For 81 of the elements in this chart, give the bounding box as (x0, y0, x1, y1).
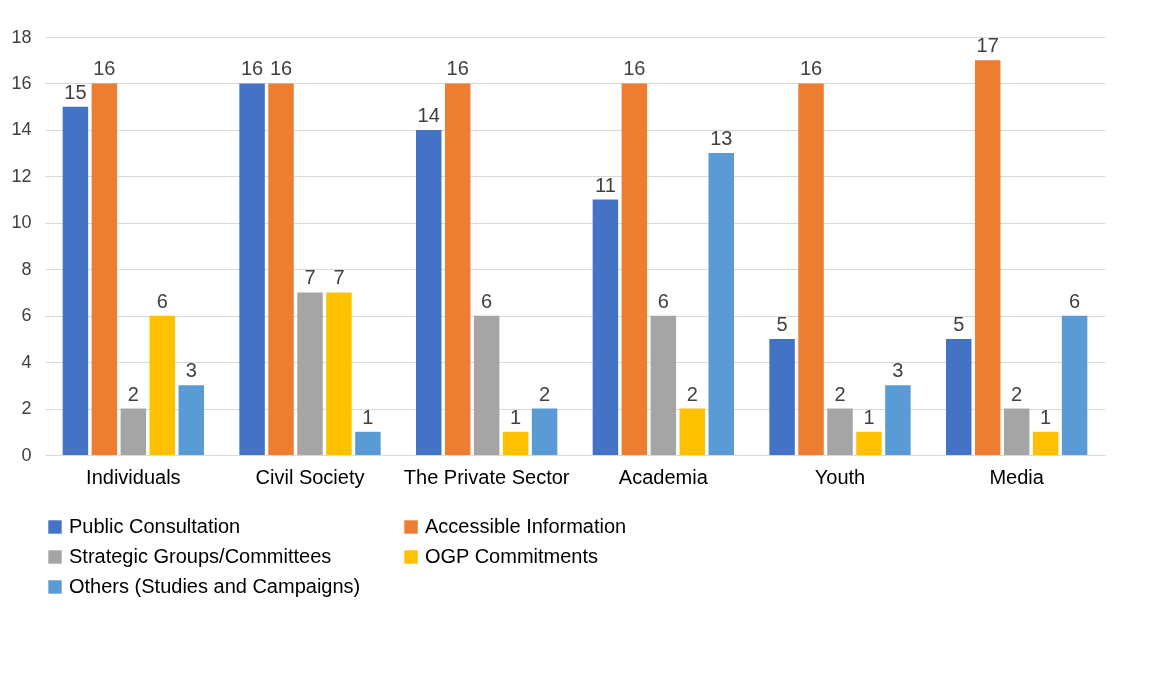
data-label: 6 (657, 289, 669, 312)
bar (679, 408, 706, 455)
bar (827, 408, 853, 455)
bar (444, 83, 471, 455)
bar (239, 83, 265, 455)
y-tick-label: 2 (21, 398, 32, 419)
y-tick-label: 6 (21, 305, 32, 326)
data-label: 15 (64, 80, 87, 103)
bar (120, 408, 147, 455)
data-label: 16 (623, 57, 646, 80)
data-label: 13 (710, 127, 733, 150)
bar (946, 338, 972, 455)
bar (592, 199, 619, 455)
x-tick-label: Individuals (86, 465, 181, 488)
bar (621, 83, 648, 455)
bar (416, 129, 442, 455)
y-tick-label: 10 (11, 212, 32, 233)
bar (473, 315, 500, 455)
y-tick-label: 14 (11, 119, 32, 140)
data-label: 11 (595, 173, 616, 196)
bar (798, 83, 824, 455)
data-label: 6 (481, 289, 493, 312)
y-tick-label: 18 (11, 26, 32, 47)
bar (650, 315, 677, 455)
data-label: 16 (799, 57, 823, 80)
data-label: 6 (1069, 289, 1081, 312)
y-tick-label: 16 (11, 72, 32, 93)
bar (502, 431, 529, 455)
data-label: 2 (539, 382, 551, 405)
legend-label: Others (Studies and Campaigns) (69, 575, 361, 597)
bar (885, 385, 911, 455)
data-label: 2 (127, 382, 139, 405)
x-tick-label: The Private Sector (403, 465, 570, 488)
x-tick-label: Civil Society (255, 465, 365, 488)
data-label: 1 (863, 405, 875, 428)
data-label: 16 (446, 57, 469, 80)
x-tick-label: Youth (814, 465, 866, 488)
data-label: 1 (510, 405, 522, 428)
legend-label: Public Consultation (69, 515, 241, 537)
bar (974, 60, 1001, 455)
y-tick-label: 12 (11, 165, 32, 186)
bar (1061, 315, 1088, 455)
y-tick-label: 8 (21, 258, 32, 279)
bar (326, 292, 352, 455)
bar (149, 315, 176, 455)
bar (1003, 408, 1030, 455)
data-label: 3 (892, 359, 904, 382)
y-tick-label: 0 (21, 444, 32, 465)
bar (178, 385, 204, 455)
bar (91, 83, 118, 455)
data-label: 6 (156, 289, 168, 312)
data-label: 17 (976, 34, 999, 57)
bar (268, 83, 294, 455)
bar (856, 431, 882, 455)
data-label: 3 (185, 359, 197, 382)
data-label: 2 (686, 382, 698, 405)
data-label: 1 (362, 405, 374, 428)
bar (297, 292, 323, 455)
legend-label: OGP Commitments (425, 545, 598, 567)
data-label: 16 (269, 57, 293, 80)
bar (769, 338, 795, 455)
data-label: 2 (834, 382, 846, 405)
data-label: 14 (417, 103, 440, 126)
data-label: 1 (1040, 405, 1052, 428)
bar (531, 408, 558, 455)
bar (708, 153, 734, 455)
legend-label: Strategic Groups/Committees (69, 545, 332, 567)
y-tick-label: 4 (21, 351, 32, 372)
data-label: 7 (304, 266, 316, 289)
x-tick-label: Media (989, 465, 1045, 488)
data-label: 2 (1011, 382, 1023, 405)
bar (355, 431, 381, 455)
bar (62, 106, 89, 455)
data-label: 7 (333, 266, 345, 289)
data-label: 5 (776, 312, 788, 335)
bar (1032, 431, 1059, 455)
data-label: 16 (93, 57, 116, 80)
x-tick-label: Academia (618, 465, 709, 488)
data-label: 16 (240, 57, 264, 80)
legend-label: Accessible Information (425, 515, 627, 537)
data-label: 5 (953, 312, 965, 335)
